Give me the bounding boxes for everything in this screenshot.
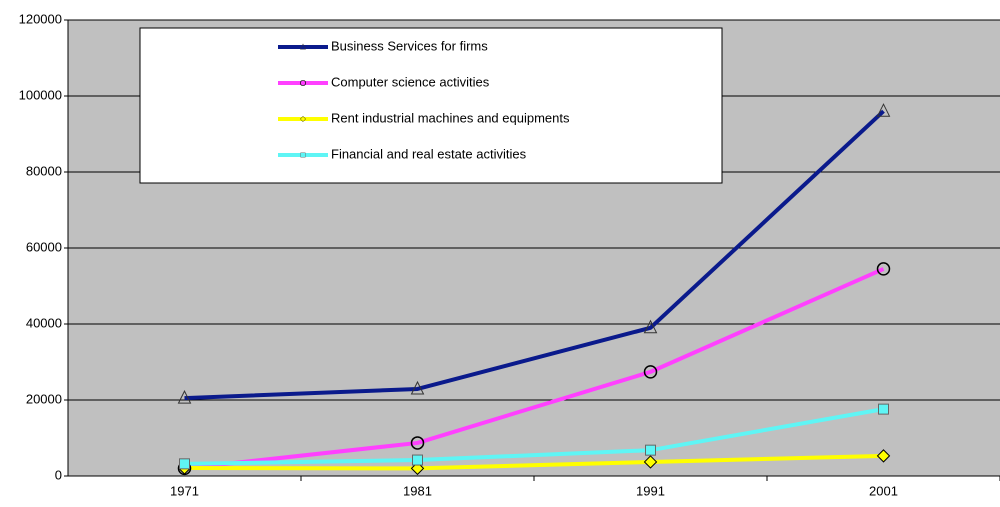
legend-label: Financial and real estate activities — [331, 146, 527, 161]
marker — [876, 262, 891, 276]
marker — [643, 365, 658, 379]
y-tick-label: 120000 — [19, 11, 62, 26]
series-line — [184, 109, 885, 401]
marker — [876, 103, 891, 117]
y-tick-label: 40000 — [26, 315, 62, 330]
x-tick-label: 1981 — [403, 483, 432, 498]
marker — [645, 444, 656, 456]
series-line — [184, 453, 884, 471]
y-tick-label: 60000 — [26, 239, 62, 254]
y-tick-label: 0 — [55, 467, 62, 482]
marker — [300, 152, 306, 158]
legend-label: Rent industrial machines and equipments — [331, 110, 570, 125]
marker — [876, 449, 891, 463]
marker — [179, 458, 190, 470]
x-tick-label: 1991 — [636, 483, 665, 498]
marker — [412, 454, 423, 466]
y-tick-label: 20000 — [26, 391, 62, 406]
x-tick-label: 2001 — [869, 483, 898, 498]
series-line — [184, 407, 884, 466]
legend-box — [139, 27, 723, 184]
marker — [410, 436, 425, 450]
marker — [177, 389, 192, 404]
marker — [410, 380, 425, 395]
x-tick-label: 1971 — [170, 483, 199, 498]
marker — [643, 455, 658, 469]
marker — [643, 319, 658, 334]
marker — [878, 403, 889, 415]
legend-label: Business Services for firms — [331, 38, 488, 53]
marker — [299, 79, 307, 87]
y-tick-label: 100000 — [19, 87, 62, 102]
marker — [299, 115, 307, 123]
y-tick-label: 80000 — [26, 163, 62, 178]
legend-label: Computer science activities — [331, 74, 490, 89]
marker — [299, 43, 307, 50]
series-line — [184, 267, 885, 471]
